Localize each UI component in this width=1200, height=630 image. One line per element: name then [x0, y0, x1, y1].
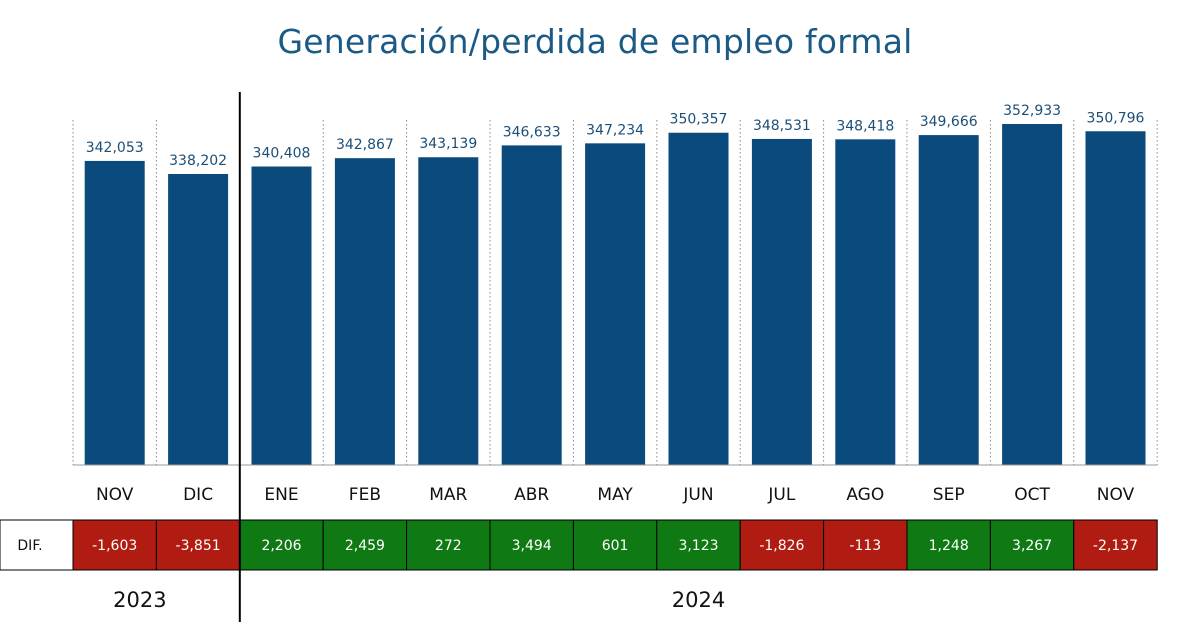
- x-tick-label: FEB: [349, 485, 381, 505]
- dif-value: -1,826: [759, 538, 804, 554]
- x-tick-label: AGO: [846, 485, 884, 505]
- x-tick-label: JUL: [767, 485, 795, 505]
- dif-cell: [823, 519, 908, 571]
- data-label: 342,867: [336, 137, 394, 153]
- bar: [668, 132, 729, 465]
- data-label: 349,666: [920, 114, 978, 130]
- data-label: 347,234: [586, 122, 644, 138]
- data-label: 350,357: [670, 112, 728, 128]
- x-tick-label: ENE: [264, 485, 298, 505]
- data-label: 348,418: [836, 118, 894, 134]
- dif-value: 601: [602, 538, 629, 554]
- x-tick-label: MAY: [597, 485, 633, 505]
- data-label: 346,633: [503, 124, 561, 140]
- dif-value: 272: [435, 538, 462, 554]
- bar: [1002, 124, 1063, 465]
- data-label: 338,202: [169, 153, 227, 169]
- dif-value: -113: [849, 538, 881, 554]
- dif-cell: [989, 519, 1075, 571]
- bar: [334, 158, 395, 465]
- data-label: 350,796: [1087, 110, 1145, 126]
- bar: [84, 160, 145, 465]
- bar: [585, 143, 646, 465]
- dif-label-cell: [0, 519, 74, 571]
- dif-value: -3,851: [176, 538, 221, 554]
- dif-cell: [489, 519, 574, 571]
- year-label: 2023: [113, 588, 166, 612]
- dif-value: 2,206: [261, 538, 301, 554]
- dif-value: -1,603: [92, 538, 137, 554]
- bar: [501, 145, 562, 465]
- dif-value: 2,459: [345, 538, 385, 554]
- year-label: 2024: [672, 588, 725, 612]
- bar: [751, 138, 812, 465]
- dif-value: 3,123: [678, 538, 718, 554]
- dif-cell: [406, 519, 491, 571]
- bar: [418, 157, 479, 465]
- chart-title: Generación/perdida de empleo formal: [277, 22, 913, 61]
- dif-value: 1,248: [929, 538, 969, 554]
- x-tick-label: DIC: [183, 485, 213, 505]
- x-tick-label: ABR: [514, 485, 549, 505]
- dif-cell: [572, 519, 658, 571]
- data-label: 342,053: [86, 140, 144, 156]
- x-tick-label: MAR: [429, 485, 467, 505]
- dif-value: 3,267: [1012, 538, 1052, 554]
- x-tick-label: JUN: [682, 485, 713, 505]
- data-label: 340,408: [253, 146, 311, 162]
- data-label: 352,933: [1003, 103, 1061, 119]
- dif-value: -2,137: [1093, 538, 1138, 554]
- x-tick-label: SEP: [933, 485, 965, 505]
- x-tick-label: NOV: [96, 485, 134, 505]
- bar: [1085, 131, 1146, 465]
- data-label: 343,139: [419, 136, 477, 152]
- bar: [918, 135, 979, 465]
- bar: [168, 174, 229, 465]
- dif-cell: [739, 519, 825, 571]
- dif-cell: [1073, 519, 1158, 571]
- data-label: 348,531: [753, 118, 811, 134]
- dif-cell: [906, 519, 991, 571]
- dif-value: 3,494: [512, 538, 552, 554]
- dif-label: DIF.: [17, 538, 42, 554]
- bar: [835, 139, 896, 465]
- bar: [251, 166, 312, 465]
- x-tick-label: NOV: [1097, 485, 1135, 505]
- x-tick-label: OCT: [1014, 485, 1050, 505]
- dif-cell: [322, 519, 408, 571]
